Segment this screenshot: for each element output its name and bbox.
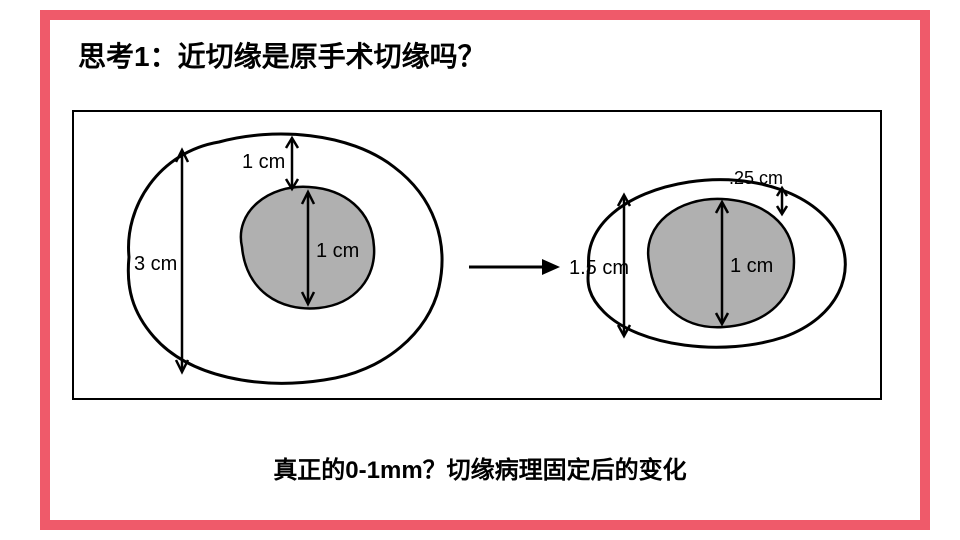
right-inner-label: 1 cm	[730, 255, 773, 277]
diagram-container: 3 cm 1 cm 1 cm 1.5 cm 1 cm .25 cm	[72, 110, 882, 400]
slide-subtitle: 真正的0-1mm？切缘病理固定后的变化	[0, 450, 960, 485]
slide-title: 思考1：近切缘是原手术切缘吗？	[78, 35, 486, 75]
right-outer-label: 1.5 cm	[569, 257, 629, 279]
left-inner-label: 1 cm	[316, 240, 359, 262]
left-margin-label: 1 cm	[242, 151, 285, 173]
frame-top	[40, 10, 930, 20]
right-margin-label: .25 cm	[729, 168, 783, 188]
margin-diagram: 3 cm 1 cm 1 cm 1.5 cm 1 cm .25 cm	[74, 112, 880, 398]
left-outer-label: 3 cm	[134, 253, 177, 275]
transition-arrow-head	[542, 259, 560, 275]
